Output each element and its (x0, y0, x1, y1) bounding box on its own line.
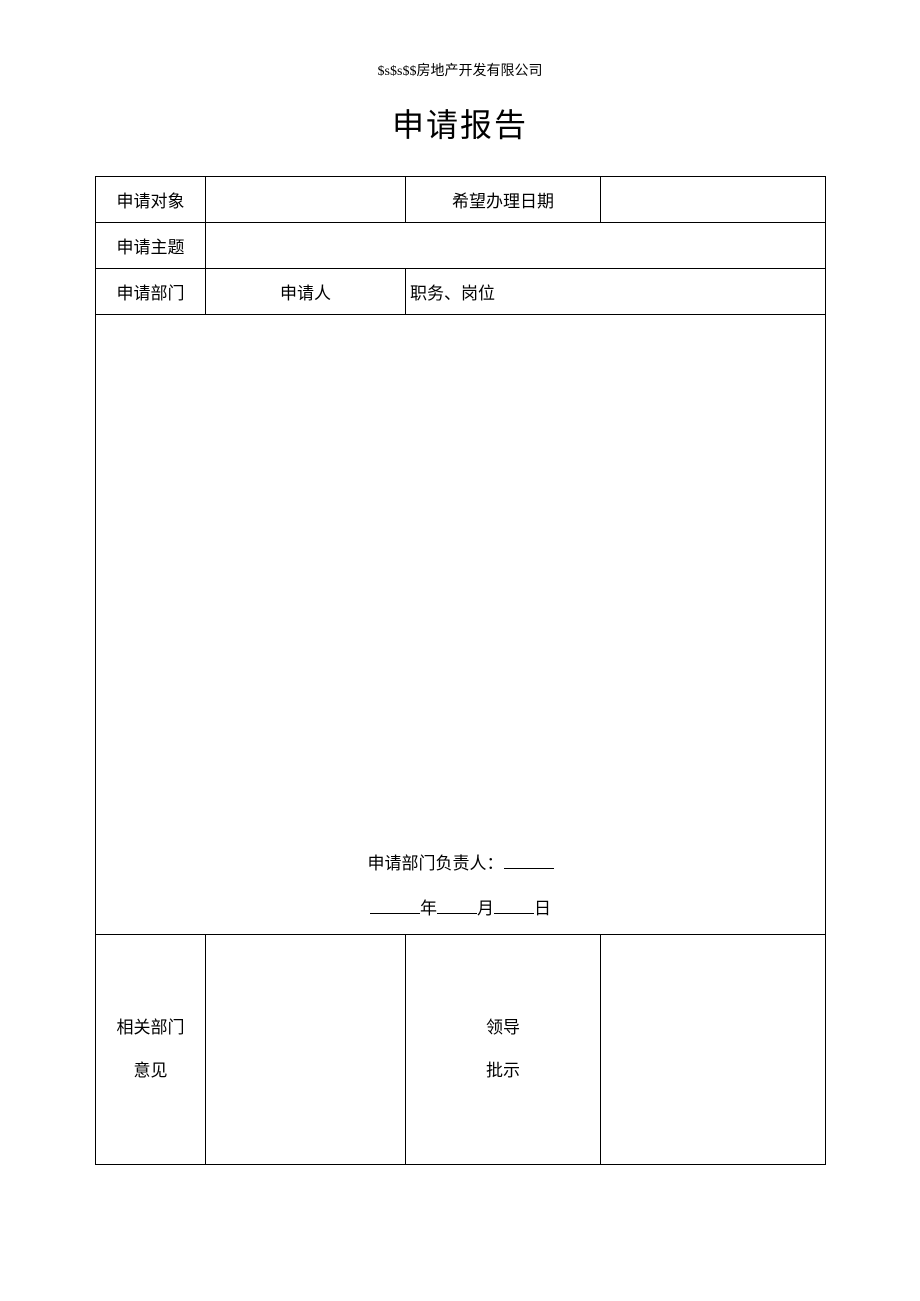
label-related-dept-line2: 意见 (134, 1061, 168, 1080)
row-content-area: 申请部门负责人： 年 月 日 (96, 315, 826, 935)
label-leader-line2: 批示 (486, 1061, 520, 1080)
label-year: 年 (420, 899, 437, 918)
label-position: 职务、岗位 (406, 269, 826, 315)
label-leader: 领导 批示 (406, 935, 601, 1165)
dept-head-signature: 申请部门负责人： (368, 849, 554, 874)
row-subject: 申请主题 (96, 223, 826, 269)
value-applicant-object[interactable] (206, 177, 406, 223)
label-related-dept-line1: 相关部门 (117, 1018, 185, 1037)
value-related-dept-opinion[interactable] (206, 935, 406, 1165)
date-line: 年月日 (370, 894, 551, 919)
application-form-table: 申请对象 希望办理日期 申请主题 申请部门 申请人 职务、岗位 申请部门负责人：… (95, 176, 826, 1165)
label-related-dept: 相关部门 意见 (96, 935, 206, 1165)
document-page: $s$s$$房地产开发有限公司 申请报告 申请对象 希望办理日期 申请主题 申请… (0, 0, 920, 1225)
label-month: 月 (477, 899, 494, 918)
content-body[interactable]: 申请部门负责人： 年 月 日 (96, 315, 826, 935)
month-underline[interactable] (437, 897, 477, 914)
row-opinions: 相关部门 意见 领导 批示 (96, 935, 826, 1165)
label-desired-date: 希望办理日期 (406, 177, 601, 223)
label-applicant: 申请人 (206, 269, 406, 315)
year-underline[interactable] (370, 897, 420, 914)
dept-head-underline[interactable] (504, 852, 554, 869)
label-dept-head: 申请部门负责人： (368, 854, 504, 873)
company-header: $s$s$$房地产开发有限公司 (95, 60, 825, 80)
value-leader-instruction[interactable] (601, 935, 826, 1165)
value-desired-date[interactable] (601, 177, 826, 223)
signature-block: 申请部门负责人： 年 月 日 (104, 849, 817, 919)
day-underline[interactable] (494, 897, 534, 914)
document-title: 申请报告 (95, 100, 825, 146)
label-subject: 申请主题 (96, 223, 206, 269)
label-department: 申请部门 (96, 269, 206, 315)
label-day: 日 (534, 899, 551, 918)
row-object-date: 申请对象 希望办理日期 (96, 177, 826, 223)
value-subject[interactable] (206, 223, 826, 269)
row-department-applicant: 申请部门 申请人 职务、岗位 (96, 269, 826, 315)
label-leader-line1: 领导 (486, 1018, 520, 1037)
label-applicant-object: 申请对象 (96, 177, 206, 223)
